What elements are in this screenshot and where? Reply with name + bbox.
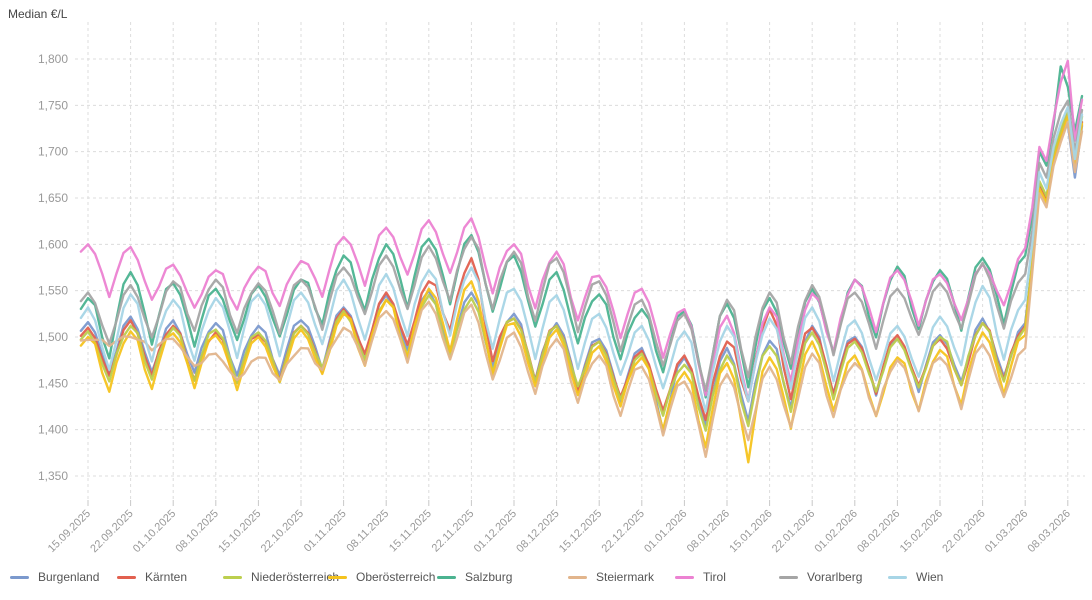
y-axis-label: 1,400 <box>38 423 68 437</box>
series-line-vorarlberg <box>79 99 1084 392</box>
x-axis-label: 08.02.2026 <box>855 508 902 555</box>
x-axis-label: 22.02.2026 <box>940 508 987 555</box>
legend-label: Tirol <box>703 570 726 584</box>
legend-line-marker <box>328 575 347 579</box>
legend-label: Vorarlberg <box>807 570 863 584</box>
legend-label: Wien <box>916 570 944 584</box>
x-axis-label: 08.03.2026 <box>1026 508 1073 555</box>
y-axis-label: 1,450 <box>38 376 68 390</box>
legend-label: Burgenland <box>38 570 100 584</box>
x-axis-label: 08.11.2025 <box>344 508 391 555</box>
x-axis-label: 22.09.2025 <box>88 508 135 555</box>
x-axis-label: 08.01.2026 <box>685 508 732 555</box>
legend-line-marker <box>888 575 907 579</box>
legend-item-kärnten[interactable]: Kärnten <box>117 570 187 584</box>
legend-item-vorarlberg[interactable]: Vorarlberg <box>779 570 862 584</box>
y-axis-label: 1,800 <box>38 52 68 66</box>
y-axis-label: 1,600 <box>38 237 68 251</box>
legend-line-marker <box>779 575 798 579</box>
y-axis-label: 1,750 <box>38 98 68 112</box>
x-axis-label: 15.09.2025 <box>46 508 93 555</box>
legend-line-marker <box>568 575 587 579</box>
x-axis-label: 01.12.2025 <box>472 508 519 555</box>
legend-item-salzburg[interactable]: Salzburg <box>437 570 512 584</box>
legend-item-wien[interactable]: Wien <box>888 570 943 584</box>
legend-label: Salzburg <box>465 570 513 584</box>
legend-label: Kärnten <box>145 570 188 584</box>
legend-line-marker <box>10 575 29 579</box>
series-line-niederösterreich <box>79 108 1084 432</box>
x-axis-label: 15.10.2025 <box>216 508 263 555</box>
legend-line-marker <box>675 575 694 579</box>
series-line-salzburg <box>79 65 1084 399</box>
series-line-oberösterreich <box>79 115 1084 464</box>
legend-item-tirol[interactable]: Tirol <box>675 570 726 584</box>
x-axis-label: 01.11.2025 <box>302 508 349 555</box>
legend-line-marker <box>437 575 456 579</box>
x-axis-label: 08.10.2025 <box>174 508 221 555</box>
x-axis-label: 22.12.2025 <box>600 508 647 555</box>
legend-label: Niederösterreich <box>251 570 340 584</box>
legend-item-oberösterreich[interactable]: Oberösterreich <box>328 570 435 584</box>
x-axis-label: 15.01.2026 <box>727 508 774 555</box>
legend-item-burgenland[interactable]: Burgenland <box>10 570 99 584</box>
x-axis-label: 01.02.2026 <box>813 508 860 555</box>
chart-title: Median €/L <box>8 7 68 21</box>
y-axis-label: 1,550 <box>38 284 68 298</box>
series-line-steiermark <box>79 120 1084 458</box>
x-axis-label: 15.02.2026 <box>898 508 945 555</box>
legend-label: Oberösterreich <box>356 570 436 584</box>
y-axis-label: 1,500 <box>38 330 68 344</box>
legend-line-marker <box>223 575 242 579</box>
legend-label: Steiermark <box>596 570 655 584</box>
legend: Burgenland Kärnten Niederösterreich Oberöst… <box>0 570 1092 594</box>
x-axis-label: 15.12.2025 <box>557 508 604 555</box>
legend-line-marker <box>117 575 136 579</box>
series-line-wien <box>79 105 1084 413</box>
y-axis-label: 1,650 <box>38 191 68 205</box>
x-axis-label: 22.01.2026 <box>770 508 817 555</box>
x-axis-label: 22.11.2025 <box>430 508 477 555</box>
series-line-tirol <box>79 59 1084 402</box>
x-axis-label: 08.12.2025 <box>514 508 561 555</box>
x-axis-label: 01.10.2025 <box>131 508 178 555</box>
legend-item-niederösterreich[interactable]: Niederösterreich <box>223 570 339 584</box>
x-axis-label: 01.01.2026 <box>642 508 689 555</box>
y-axis-label: 1,350 <box>38 469 68 483</box>
x-axis-label: 22.10.2025 <box>259 508 306 555</box>
x-axis-label: 01.03.2026 <box>983 508 1030 555</box>
legend-item-steiermark[interactable]: Steiermark <box>568 570 654 584</box>
y-axis-label: 1,700 <box>38 145 68 159</box>
x-axis-label: 15.11.2025 <box>387 508 434 555</box>
